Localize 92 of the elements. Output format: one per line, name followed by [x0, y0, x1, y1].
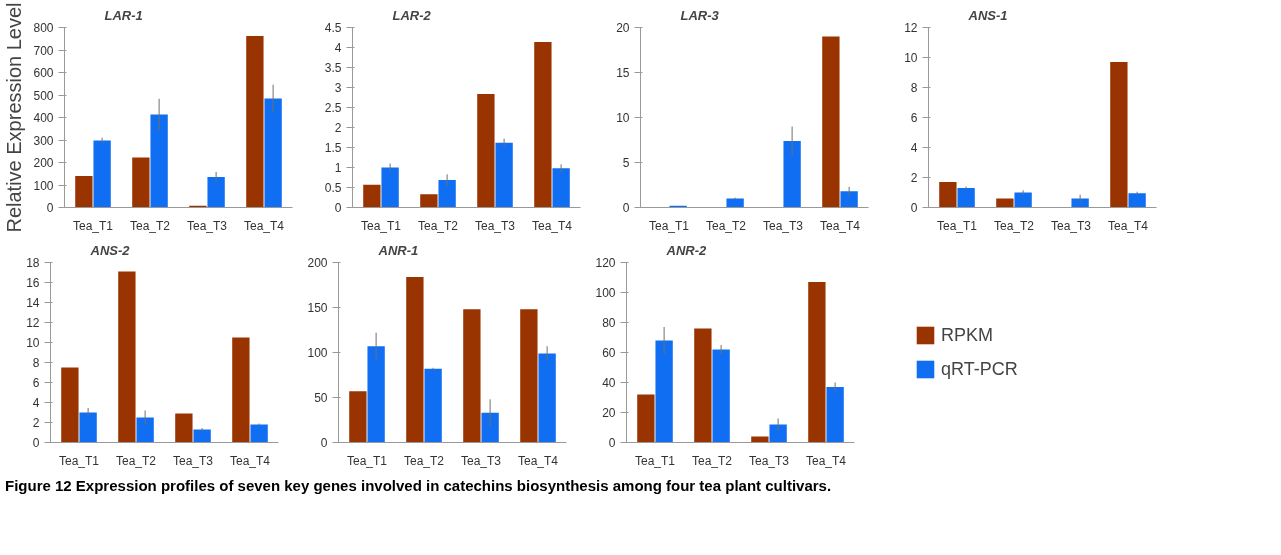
y-tick-label: 12	[26, 316, 40, 330]
x-tick-label: Tea_T2	[115, 453, 157, 468]
y-tick-label: 0	[334, 201, 342, 215]
y-tick-label: 500	[33, 88, 54, 103]
y-tick-label: 0	[608, 436, 616, 450]
x-tick-label: Tea_T3	[460, 453, 502, 468]
x-tick-label: Tea_T3	[748, 453, 790, 468]
y-tick-label: 0	[46, 201, 54, 215]
y-tick-label: 60	[602, 346, 616, 360]
x-tick-label: Tea_T4	[243, 218, 285, 233]
y-tick-label: 2	[910, 171, 918, 185]
x-tick-label: Tea_T1	[346, 453, 388, 468]
y-tick-label: 400	[33, 111, 54, 125]
y-tick-label: 100	[33, 178, 54, 193]
x-tick-label: Tea_T3	[172, 453, 214, 468]
y-tick-label: 50	[314, 391, 328, 405]
y-tick-label: 4	[334, 41, 342, 55]
caption: Figure 12 Expression profiles of seven key genes involved in catechins biosynthesis among four tea plant cultivars.	[5, 476, 832, 496]
y-tick-label: 14	[26, 296, 40, 310]
chart-title: ANS-1	[967, 7, 1008, 23]
y-tick-label: 16	[26, 276, 40, 290]
x-tick-label: Tea_T1	[72, 218, 114, 233]
x-tick-label: Tea_T4	[517, 453, 559, 468]
y-tick-label: 0	[320, 436, 328, 450]
legend-label: RPKM	[941, 324, 994, 346]
y-tick-label: 40	[602, 376, 616, 390]
chart-title: LAR-1	[104, 7, 143, 23]
x-tick-label: Tea_T4	[229, 453, 271, 468]
y-tick-label: 10	[616, 111, 630, 125]
x-tick-label: Tea_T2	[403, 453, 445, 468]
y-tick-label: 3	[334, 81, 342, 95]
x-tick-label: Tea_T1	[58, 453, 100, 468]
y-tick-label: 4.5	[324, 21, 342, 35]
x-tick-label: Tea_T3	[1050, 218, 1092, 233]
y-tick-label: 100	[595, 286, 616, 300]
x-tick-label: Tea_T3	[186, 218, 228, 233]
chart-title: ANS-2	[89, 242, 131, 258]
x-tick-label: Tea_T3	[474, 218, 516, 233]
chart-title: LAR-2	[392, 7, 432, 23]
x-tick-label: Tea_T2	[705, 218, 747, 233]
y-tick-label: 20	[602, 406, 616, 420]
y-axis-title: Relative Expression Level	[3, 2, 26, 233]
y-tick-label: 800	[33, 21, 54, 35]
y-tick-label: 150	[307, 301, 328, 315]
x-tick-label: Tea_T2	[417, 218, 459, 233]
y-tick-label: 200	[307, 256, 328, 270]
y-tick-label: 2.5	[324, 101, 342, 115]
x-tick-label: Tea_T4	[819, 218, 861, 233]
y-tick-label: 100	[307, 346, 328, 360]
y-tick-label: 10	[904, 51, 918, 65]
y-tick-label: 0	[622, 201, 630, 215]
y-tick-label: 700	[33, 43, 54, 58]
x-tick-label: Tea_T1	[936, 218, 978, 233]
y-tick-label: 3.5	[324, 61, 342, 75]
chart-title: ANR-1	[377, 242, 419, 258]
y-tick-label: 5	[622, 156, 630, 170]
y-tick-label: 6	[910, 111, 918, 125]
x-tick-label: Tea_T3	[762, 218, 804, 233]
x-tick-label: Tea_T2	[691, 453, 733, 468]
y-tick-label: 300	[33, 133, 54, 148]
x-tick-label: Tea_T1	[648, 218, 690, 233]
y-tick-label: 10	[26, 336, 40, 350]
y-tick-label: 1.5	[324, 141, 342, 155]
y-tick-label: 8	[32, 356, 40, 370]
x-tick-label: Tea_T1	[634, 453, 676, 468]
x-tick-label: Tea_T1	[360, 218, 402, 233]
y-tick-label: 80	[602, 316, 616, 330]
y-tick-label: 600	[33, 66, 54, 80]
x-tick-label: Tea_T4	[1107, 218, 1149, 233]
y-tick-label: 120	[595, 256, 616, 270]
x-tick-label: Tea_T4	[531, 218, 573, 233]
y-tick-label: 2	[334, 121, 342, 135]
legend-label: qRT-PCR	[941, 358, 1018, 380]
x-tick-label: Tea_T2	[129, 218, 171, 233]
y-tick-label: 15	[616, 66, 630, 80]
y-tick-label: 0	[32, 436, 40, 450]
x-tick-label: Tea_T2	[993, 218, 1035, 233]
y-tick-label: 4	[910, 141, 918, 155]
y-tick-label: 1	[334, 161, 342, 175]
y-tick-label: 4	[32, 396, 40, 410]
y-tick-label: 8	[910, 81, 918, 95]
y-tick-label: 0.5	[324, 181, 342, 195]
y-tick-label: 2	[32, 416, 40, 430]
chart-title: ANR-2	[665, 242, 707, 258]
y-tick-label: 200	[33, 156, 54, 170]
y-tick-label: 0	[910, 201, 918, 215]
chart-title: LAR-3	[680, 7, 720, 23]
y-tick-label: 18	[26, 256, 40, 270]
y-tick-label: 12	[904, 21, 918, 35]
y-tick-label: 6	[32, 376, 40, 390]
y-tick-label: 20	[616, 21, 630, 35]
x-tick-label: Tea_T4	[805, 453, 847, 468]
